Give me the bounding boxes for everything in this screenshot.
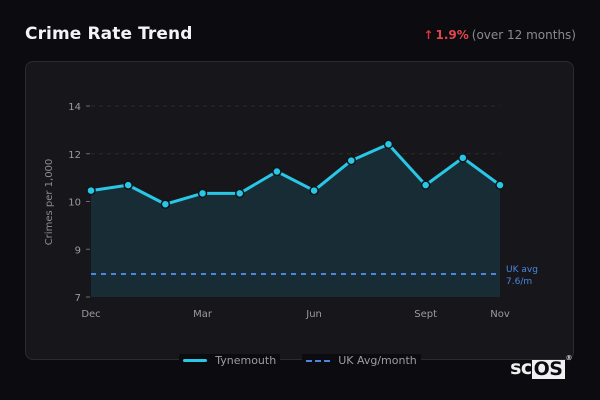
data-point[interactable] <box>346 155 357 166</box>
data-point[interactable] <box>86 185 96 196</box>
data-point[interactable] <box>495 180 505 190</box>
legend-item-uk-avg[interactable]: UK Avg/month <box>302 354 421 367</box>
brand-sc: sc <box>510 357 532 379</box>
y-axis: 14 12 10 9 7 <box>68 102 90 304</box>
x-tick-label: Nov <box>490 309 510 320</box>
y-tick-label: 9 <box>75 245 81 256</box>
up-arrow-icon: ↑ <box>423 28 434 42</box>
page-title: Crime Rate Trend <box>25 24 193 44</box>
x-tick-label: Mar <box>193 309 213 320</box>
x-tick-label: Jun <box>305 309 322 320</box>
legend-item-tynemouth[interactable]: Tynemouth <box>179 354 281 367</box>
x-axis: Dec Mar Jun Sept Nov <box>81 309 510 320</box>
data-point[interactable] <box>123 180 133 190</box>
y-tick-label: 7 <box>75 293 81 304</box>
brand-os: OS <box>531 358 565 380</box>
data-point[interactable] <box>160 199 171 209</box>
change-value: 1.9% <box>435 28 469 42</box>
change-indicator: ↑ 1.9% (over 12 months) <box>423 28 576 42</box>
solid-line-swatch-icon <box>183 359 208 362</box>
y-axis-label: Crimes per 1,000 <box>44 159 55 246</box>
data-point[interactable] <box>197 188 208 199</box>
change-period: (over 12 months) <box>471 28 576 42</box>
data-point[interactable] <box>420 180 431 190</box>
y-tick-label: 12 <box>68 150 81 161</box>
x-tick-label: Dec <box>81 309 100 320</box>
legend: Tynemouth UK Avg/month <box>0 354 600 367</box>
series-line-tynemouth <box>90 142 501 206</box>
data-point[interactable] <box>383 139 394 149</box>
uk-avg-annotation: UK avg <box>506 265 538 275</box>
uk-avg-annotation-value: 7.6/m <box>506 277 532 287</box>
data-point[interactable] <box>458 153 468 163</box>
y-tick-label: 10 <box>68 198 81 209</box>
legend-label: UK Avg/month <box>338 354 417 367</box>
area-fill <box>91 144 500 297</box>
data-points <box>86 139 505 209</box>
data-point[interactable] <box>309 185 319 196</box>
data-point[interactable] <box>234 188 245 199</box>
x-tick-label: Sept <box>414 309 437 320</box>
brand-logo: sc OS ® <box>510 354 573 380</box>
y-tick-label: 14 <box>68 102 81 113</box>
dashed-line-swatch-icon <box>306 359 331 362</box>
data-point[interactable] <box>272 166 282 177</box>
registered-icon: ® <box>565 354 573 362</box>
legend-label: Tynemouth <box>215 354 277 367</box>
